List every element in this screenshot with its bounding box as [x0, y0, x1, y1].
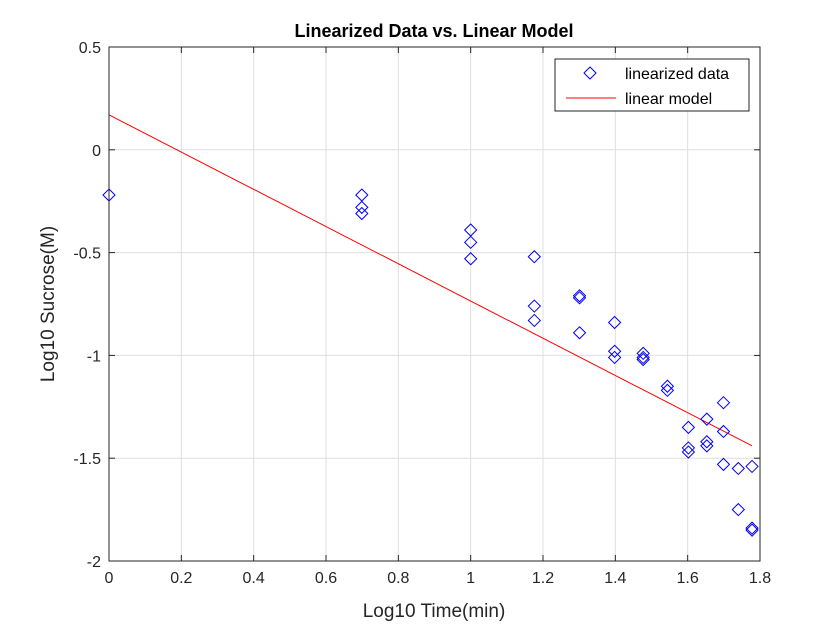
- x-axis-label: Log10 Time(min): [363, 601, 506, 622]
- data-point-marker: [636, 346, 650, 361]
- x-tick-label: 0.6: [315, 570, 337, 587]
- y-axis-label: Log10 Sucrose(M): [38, 226, 59, 382]
- x-tick-label: 0.8: [387, 570, 409, 587]
- y-tick-label: -2: [87, 554, 101, 571]
- data-point-marker: [681, 445, 696, 459]
- x-tick-label: 1.2: [532, 570, 554, 587]
- y-axis-ticks: 0.5 0 -0.5 -1 -1.5 -2: [73, 40, 760, 571]
- linearized-data-series: [102, 188, 759, 537]
- legend-label-model: linear model: [625, 91, 712, 108]
- data-point-marker: [463, 235, 478, 250]
- data-point-marker: [607, 315, 622, 330]
- data-point-marker: [572, 289, 587, 303]
- data-point-marker: [636, 352, 650, 367]
- y-tick-label: -1: [87, 348, 101, 365]
- data-point-marker: [572, 326, 587, 340]
- legend-marker-diamond: [583, 66, 597, 80]
- data-point-marker: [731, 461, 746, 476]
- legend-box: [554, 58, 750, 112]
- x-tick-label: 1: [466, 570, 475, 587]
- plot-area: [109, 47, 760, 561]
- plot-box: [108, 46, 761, 562]
- x-tick-label: 0.4: [243, 570, 265, 587]
- data-point-marker: [681, 441, 696, 455]
- data-point-marker: [463, 252, 478, 266]
- x-tick-label: 1.8: [749, 570, 771, 587]
- data-point-marker: [745, 521, 759, 535]
- data-point-marker: [700, 412, 714, 426]
- data-point-marker: [636, 350, 650, 365]
- data-point-marker: [745, 523, 759, 537]
- data-point-marker: [527, 250, 542, 264]
- data-point-marker: [745, 459, 759, 474]
- data-point-marker: [716, 395, 731, 410]
- legend: linearized data linear model: [554, 58, 750, 112]
- data-point-marker: [527, 313, 542, 328]
- legend-label-data: linearized data: [625, 66, 729, 83]
- x-tick-label: 0.2: [170, 570, 192, 587]
- y-tick-label: -1.5: [73, 451, 101, 468]
- data-point-marker: [607, 344, 622, 358]
- data-point-marker: [527, 299, 542, 313]
- data-point-marker: [716, 424, 731, 439]
- data-point-marker: [731, 502, 746, 517]
- data-point-marker: [716, 457, 731, 472]
- data-point-marker: [572, 291, 587, 305]
- data-point-marker: [660, 379, 675, 393]
- y-tick-label: -0.5: [73, 246, 101, 263]
- data-point-marker: [355, 206, 369, 221]
- y-tick-label: 0: [92, 143, 101, 160]
- x-tick-label: 1.6: [677, 570, 699, 587]
- x-axis-ticks: 0 0.2 0.4 0.6 0.8 1 1.2 1.4 1.6 1.8: [105, 47, 771, 587]
- x-tick-label: 1.4: [604, 570, 626, 587]
- data-point-marker: [681, 420, 696, 435]
- data-point-marker: [660, 383, 675, 398]
- chart-title: Linearized Data vs. Linear Model: [294, 21, 573, 41]
- data-point-marker: [355, 200, 369, 215]
- y-tick-label: 0.5: [79, 40, 101, 57]
- data-point-marker: [700, 435, 714, 449]
- x-tick-label: 0: [105, 570, 114, 587]
- linear-model-series: [108, 114, 753, 447]
- linear-model-line: [108, 114, 753, 447]
- data-point-marker: [700, 439, 714, 453]
- data-point-marker: [607, 350, 622, 365]
